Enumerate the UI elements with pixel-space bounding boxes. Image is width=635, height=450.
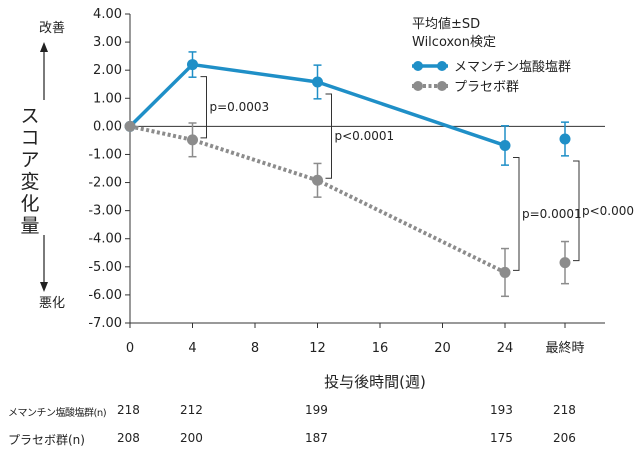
table-cell: 175 xyxy=(490,431,513,445)
p-value-label: p=0.0001 xyxy=(522,207,582,221)
y-tick-label: 0.00 xyxy=(93,119,122,134)
table-cell: 187 xyxy=(305,431,328,445)
y-up-arrow-head xyxy=(40,42,48,52)
y-tick-label: -3.00 xyxy=(88,204,122,219)
table-cell: 199 xyxy=(305,403,328,417)
y-tick-label: 4.00 xyxy=(93,7,122,22)
score-change-chart: 4.00 3.00 2.00 1.00 0.00 -1.00 -2.00 -3.00 -4.00… xyxy=(20,7,635,391)
y-tick-label: 3.00 xyxy=(93,35,122,50)
placebo-line xyxy=(129,124,506,275)
significance-bracket xyxy=(200,76,207,139)
table-cell: 206 xyxy=(553,431,576,445)
significance-bracket xyxy=(513,156,520,271)
y-axis-title-char: コ xyxy=(20,127,39,149)
table-row-label-placebo: プラセボ群(n) xyxy=(8,433,85,447)
y-tick-label: -2.00 xyxy=(88,176,122,191)
legend-header-stats: 平均値±SD xyxy=(412,16,480,32)
data-point xyxy=(559,257,571,269)
y-tick-label: -7.00 xyxy=(88,316,122,331)
y-axis-title-char: 変 xyxy=(20,171,39,193)
data-point xyxy=(499,139,511,151)
p-value-label: p<0.0001 xyxy=(582,204,635,218)
legend-marker xyxy=(437,61,447,71)
y-axis-title-char: ス xyxy=(20,105,39,127)
y-axis-title-char: 化 xyxy=(20,193,39,215)
y-tick-label: -6.00 xyxy=(88,288,122,303)
x-tick-label: 24 xyxy=(497,341,514,356)
legend-entry-label: プラセボ群 xyxy=(454,80,519,95)
y-tick-label: 1.00 xyxy=(93,91,122,106)
data-point xyxy=(312,174,323,186)
y-tick-label: 2.00 xyxy=(93,63,122,78)
y-bottom-label: 悪化 xyxy=(39,296,65,311)
significance-bracket xyxy=(573,160,580,262)
p-value-label: p<0.0001 xyxy=(335,129,395,143)
x-tick-label: 0 xyxy=(126,341,134,356)
y-tick-label: -1.00 xyxy=(88,147,122,162)
x-tick-label: 12 xyxy=(309,341,326,356)
y-tick-label: -4.00 xyxy=(88,232,122,247)
memantine-line xyxy=(128,62,506,148)
table-cell: 200 xyxy=(180,431,203,445)
x-axis-title: 投与後時間(週) xyxy=(324,373,426,391)
legend-marker xyxy=(437,81,447,91)
legend-marker xyxy=(413,61,423,71)
table-cell: 218 xyxy=(117,403,140,417)
data-point xyxy=(559,133,571,145)
x-tick-label: 16 xyxy=(372,341,389,356)
table-row-label-memantine: メマンチン塩酸塩群(n) xyxy=(8,408,107,419)
legend-marker xyxy=(413,81,423,91)
data-point xyxy=(312,76,323,88)
legend-entry-label: メマンチン塩酸塩群 xyxy=(454,60,571,75)
table-cell: 193 xyxy=(490,403,513,417)
p-value-label: p=0.0003 xyxy=(210,100,270,114)
x-tick-label: 20 xyxy=(434,341,451,356)
significance-bracket xyxy=(325,93,332,179)
y-down-arrow-head xyxy=(40,282,48,292)
legend-header-test: Wilcoxon検定 xyxy=(412,35,496,50)
data-point xyxy=(124,120,136,132)
y-top-label: 改善 xyxy=(39,20,65,36)
table-cell: 208 xyxy=(117,431,140,445)
y-tick-label: -5.00 xyxy=(88,260,122,275)
data-point xyxy=(499,266,511,278)
table-cell: 212 xyxy=(180,403,203,417)
x-tick-label: 8 xyxy=(251,341,259,356)
y-axis-title-char: 量 xyxy=(20,215,39,237)
y-axis-title-char: ア xyxy=(20,149,39,171)
x-tick-label: 最終時 xyxy=(545,340,584,356)
data-point xyxy=(187,134,198,146)
data-point xyxy=(187,59,198,71)
x-tick-label: 4 xyxy=(188,341,196,356)
table-cell: 218 xyxy=(553,403,576,417)
